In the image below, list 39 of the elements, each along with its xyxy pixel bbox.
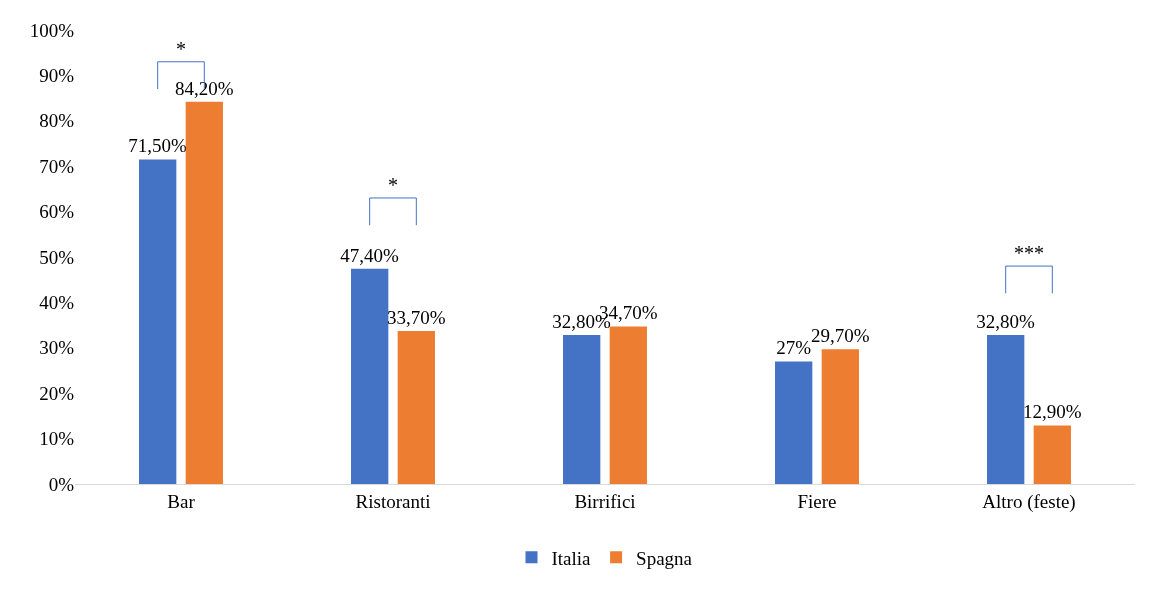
y-tick-label: 50% bbox=[39, 246, 75, 268]
y-tick-label: 30% bbox=[39, 337, 75, 359]
bar bbox=[987, 335, 1025, 484]
x-tick-label: Fiere bbox=[797, 490, 837, 512]
bar bbox=[609, 326, 647, 484]
x-tick-label: Altro (feste) bbox=[982, 490, 1076, 513]
data-label: 71,50% bbox=[128, 135, 188, 157]
annotation: * bbox=[176, 38, 186, 60]
data-label: 29,70% bbox=[810, 325, 870, 347]
y-tick-label: 90% bbox=[39, 65, 75, 87]
bar bbox=[821, 349, 859, 484]
data-label: 84,20% bbox=[174, 77, 234, 99]
legend-label: Italia bbox=[551, 547, 592, 569]
annotation: *** bbox=[1014, 242, 1044, 264]
bar bbox=[1033, 425, 1071, 484]
data-label: 12,90% bbox=[1022, 401, 1082, 423]
x-tick-label: Bar bbox=[167, 490, 196, 512]
bar bbox=[775, 361, 813, 484]
data-label: 27% bbox=[776, 337, 812, 359]
y-tick-label: 10% bbox=[39, 428, 75, 450]
annotation: * bbox=[388, 174, 398, 196]
bar bbox=[139, 159, 177, 484]
y-tick-label: 70% bbox=[39, 155, 75, 177]
y-tick-label: 40% bbox=[39, 292, 75, 314]
bar bbox=[185, 101, 223, 484]
bar bbox=[351, 268, 389, 484]
x-tick-label: Ristoranti bbox=[355, 490, 431, 512]
legend-label: Spagna bbox=[636, 547, 693, 569]
y-tick-label: 100% bbox=[29, 19, 75, 41]
x-tick-label: Birrifici bbox=[574, 490, 636, 512]
data-label: 33,70% bbox=[386, 307, 446, 328]
y-tick-label: 0% bbox=[48, 473, 75, 495]
data-label: 32,80% bbox=[976, 311, 1036, 333]
bar bbox=[563, 335, 601, 484]
y-tick-label: 60% bbox=[39, 201, 75, 223]
data-label: 47,40% bbox=[340, 244, 400, 266]
y-tick-label: 80% bbox=[39, 110, 75, 132]
y-tick-label: 20% bbox=[39, 382, 75, 404]
bar bbox=[397, 331, 435, 484]
